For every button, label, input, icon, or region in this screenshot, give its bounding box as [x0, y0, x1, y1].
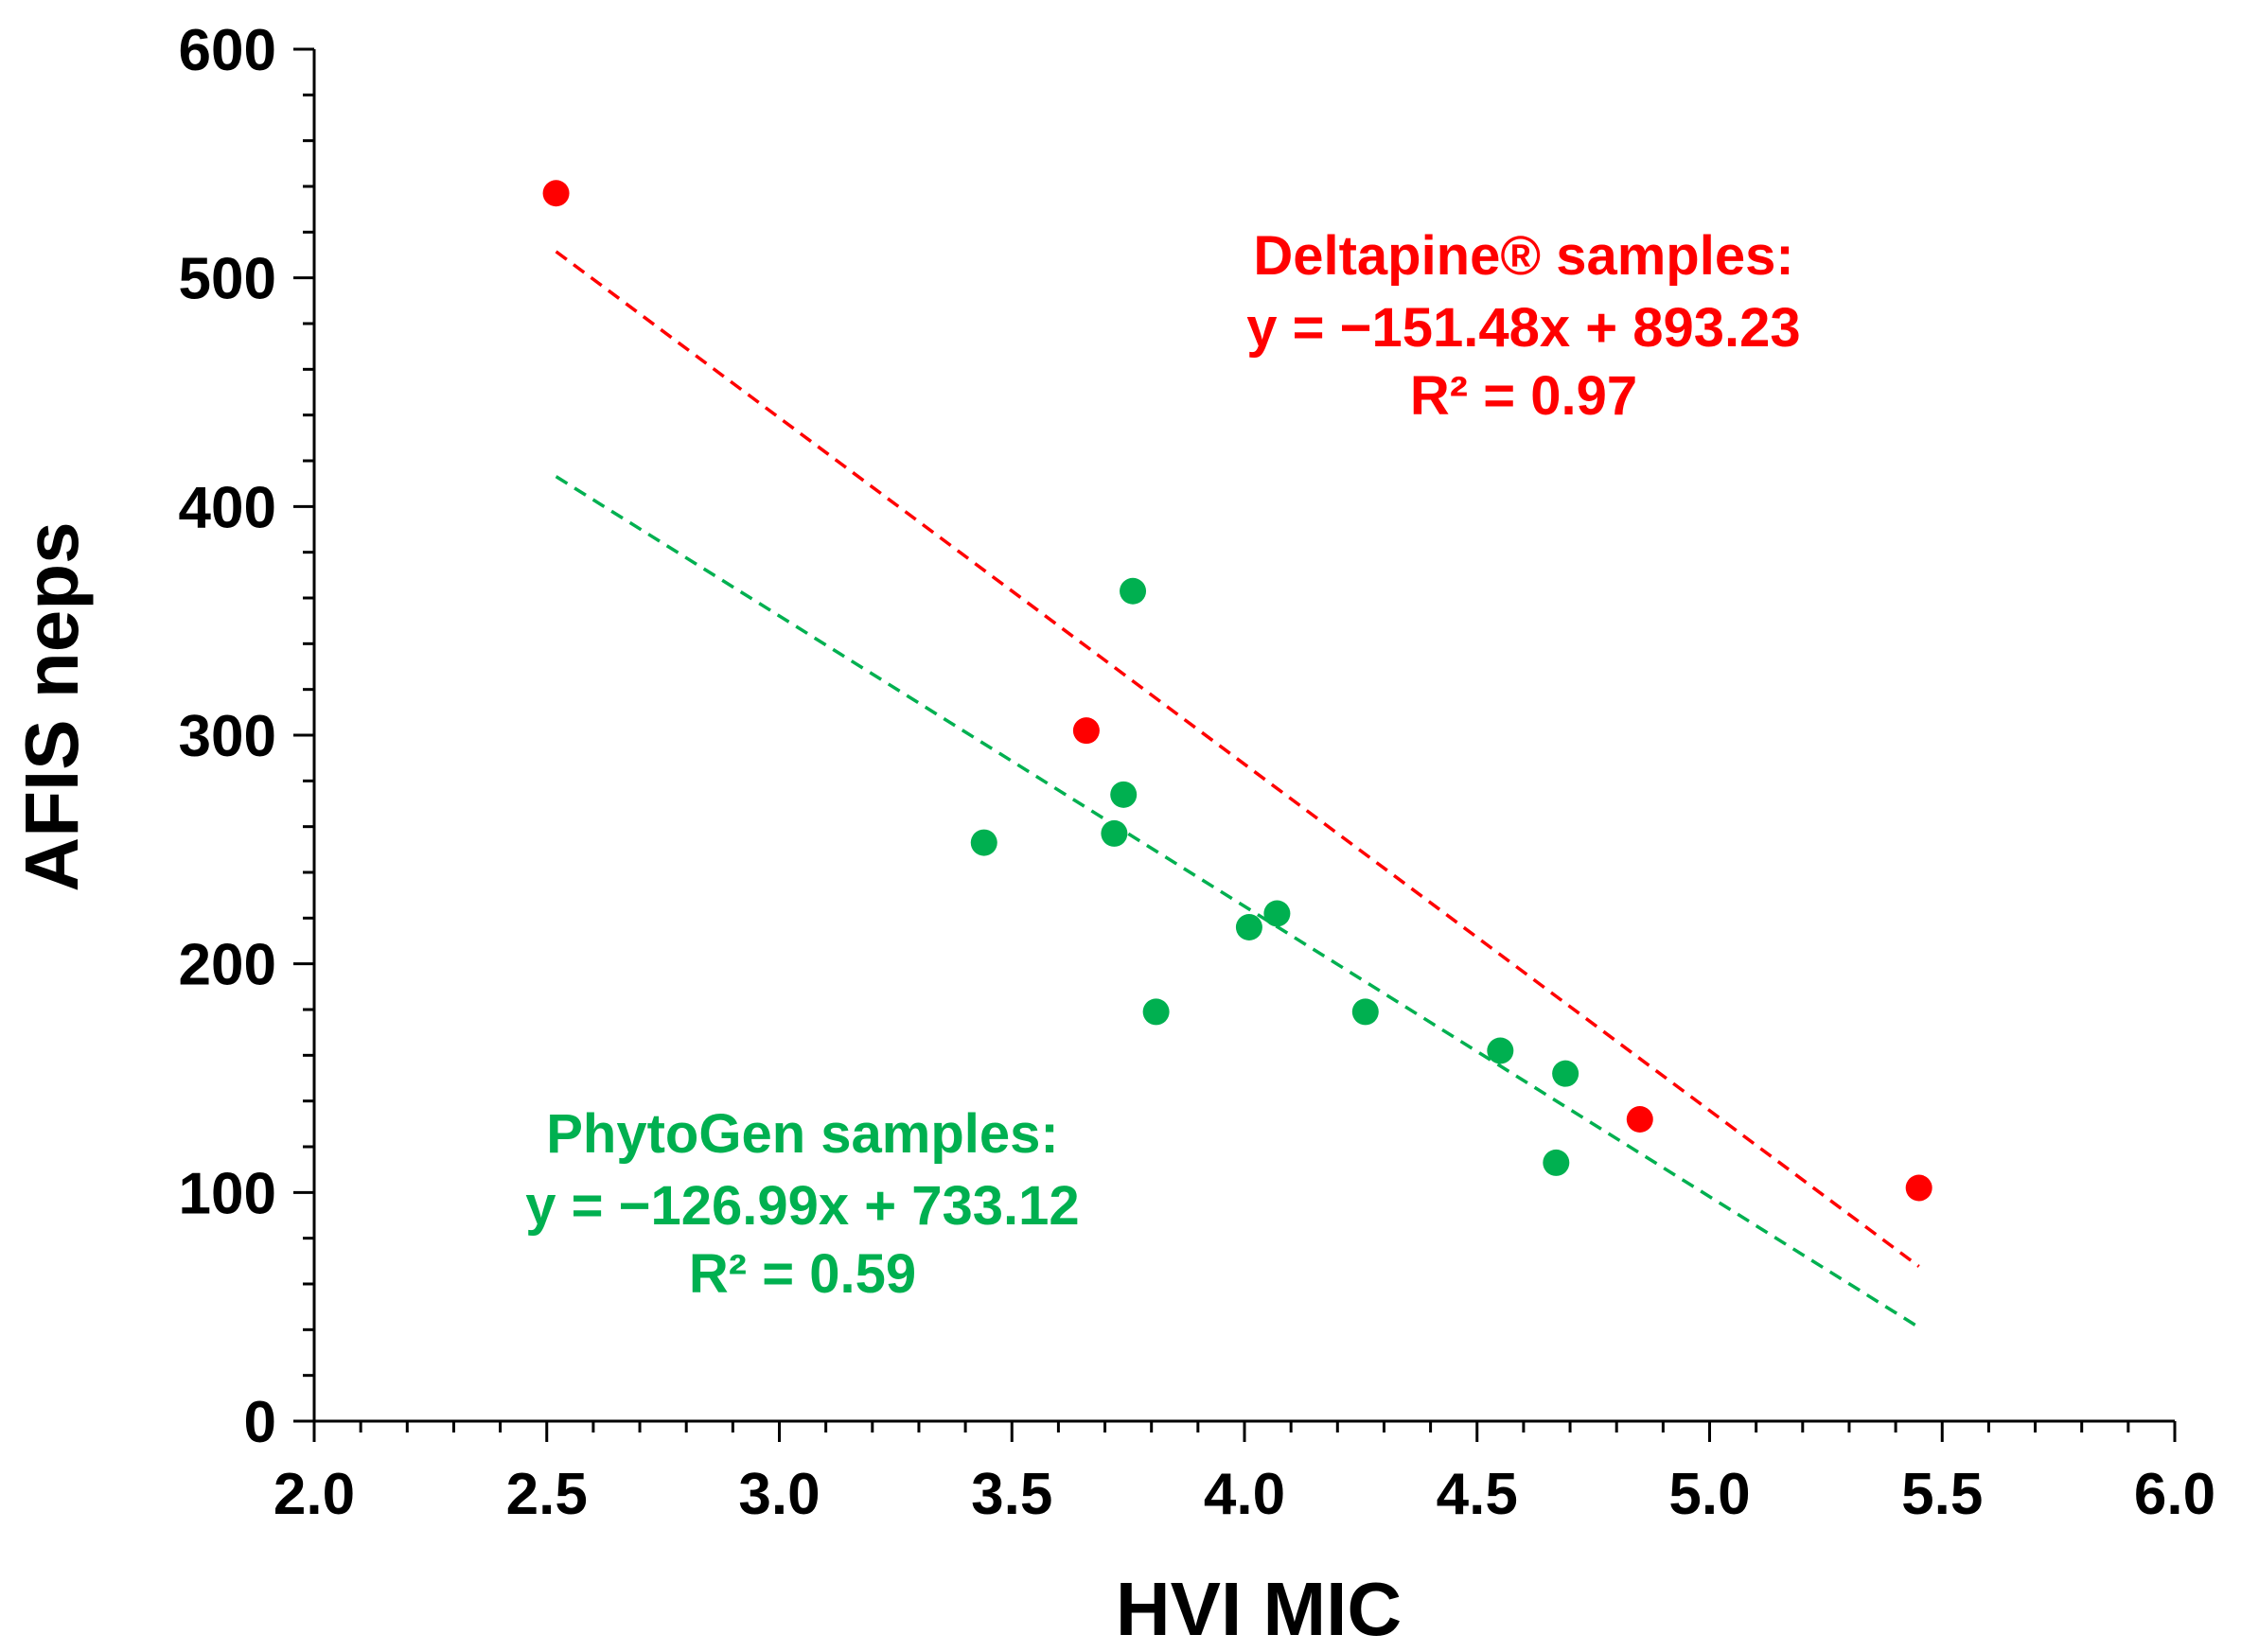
x-tick-label: 4.5: [1437, 1462, 1518, 1527]
data-point-series-0: [542, 180, 570, 207]
trendlines: [555, 250, 1920, 1329]
data-point-series-0: [1905, 1174, 1932, 1202]
y-tick-label: 600: [179, 18, 276, 83]
data-point-series-1: [1351, 998, 1379, 1026]
data-point-series-1: [1101, 819, 1128, 847]
phytogen-annotation-line-3: R² = 0.59: [689, 1243, 916, 1305]
x-tick-label: 3.0: [738, 1462, 820, 1527]
x-tick-label: 5.0: [1668, 1462, 1750, 1527]
phytogen-annotation: PhytoGen samples: y = −126.99x + 733.12 …: [525, 1103, 1079, 1305]
data-point-series-1: [970, 829, 997, 856]
data-point-series-1: [1552, 1060, 1579, 1087]
deltapine-annotation-line-3: R² = 0.97: [1410, 365, 1637, 427]
data-point-series-1: [1487, 1037, 1514, 1064]
data-point-series-1: [1543, 1149, 1570, 1176]
data-point-series-1: [1120, 577, 1147, 605]
data-point-series-0: [1072, 717, 1100, 745]
x-tick-label: 2.5: [506, 1462, 588, 1527]
data-point-series-1: [1142, 998, 1170, 1026]
phytogen-annotation-line-2: y = −126.99x + 733.12: [525, 1175, 1079, 1237]
x-tick-label: 3.5: [971, 1462, 1052, 1527]
deltapine-annotation-line-2: y = −151.48x + 893.23: [1246, 297, 1800, 359]
x-axis-title: HVI MIC: [1116, 1567, 1402, 1651]
x-tick-label: 6.0: [2134, 1462, 2215, 1527]
data-point-series-1: [1263, 900, 1291, 927]
y-tick-label: 200: [179, 933, 276, 998]
y-tick-label: 100: [179, 1161, 276, 1226]
y-tick-label: 400: [179, 475, 276, 540]
x-tick-label: 5.5: [1901, 1462, 1983, 1527]
deltapine-annotation-line-1: Deltapine® samples:: [1253, 225, 1793, 287]
y-tick-label: 300: [179, 704, 276, 769]
deltapine-annotation: Deltapine® samples: y = −151.48x + 893.2…: [1246, 225, 1800, 427]
y-tick-label: 500: [179, 247, 276, 312]
x-tick-label: 2.0: [274, 1462, 355, 1527]
trendline-series-1: [555, 475, 1920, 1329]
trendline-series-0: [555, 250, 1920, 1268]
data-points: [542, 180, 1932, 1202]
x-tick-label: 4.0: [1204, 1462, 1285, 1527]
phytogen-annotation-line-1: PhytoGen samples:: [546, 1103, 1058, 1165]
data-point-series-1: [1235, 914, 1262, 940]
data-point-series-0: [1626, 1106, 1653, 1133]
axes: 0 100 200 300 400 500 600 2.0 2.5 3.0 3.5 4.0 4.5 5.0…: [179, 18, 2216, 1527]
y-tick-label: 0: [244, 1390, 276, 1455]
data-point-series-1: [1110, 781, 1138, 808]
y-axis-title: AFIS neps: [9, 521, 94, 891]
